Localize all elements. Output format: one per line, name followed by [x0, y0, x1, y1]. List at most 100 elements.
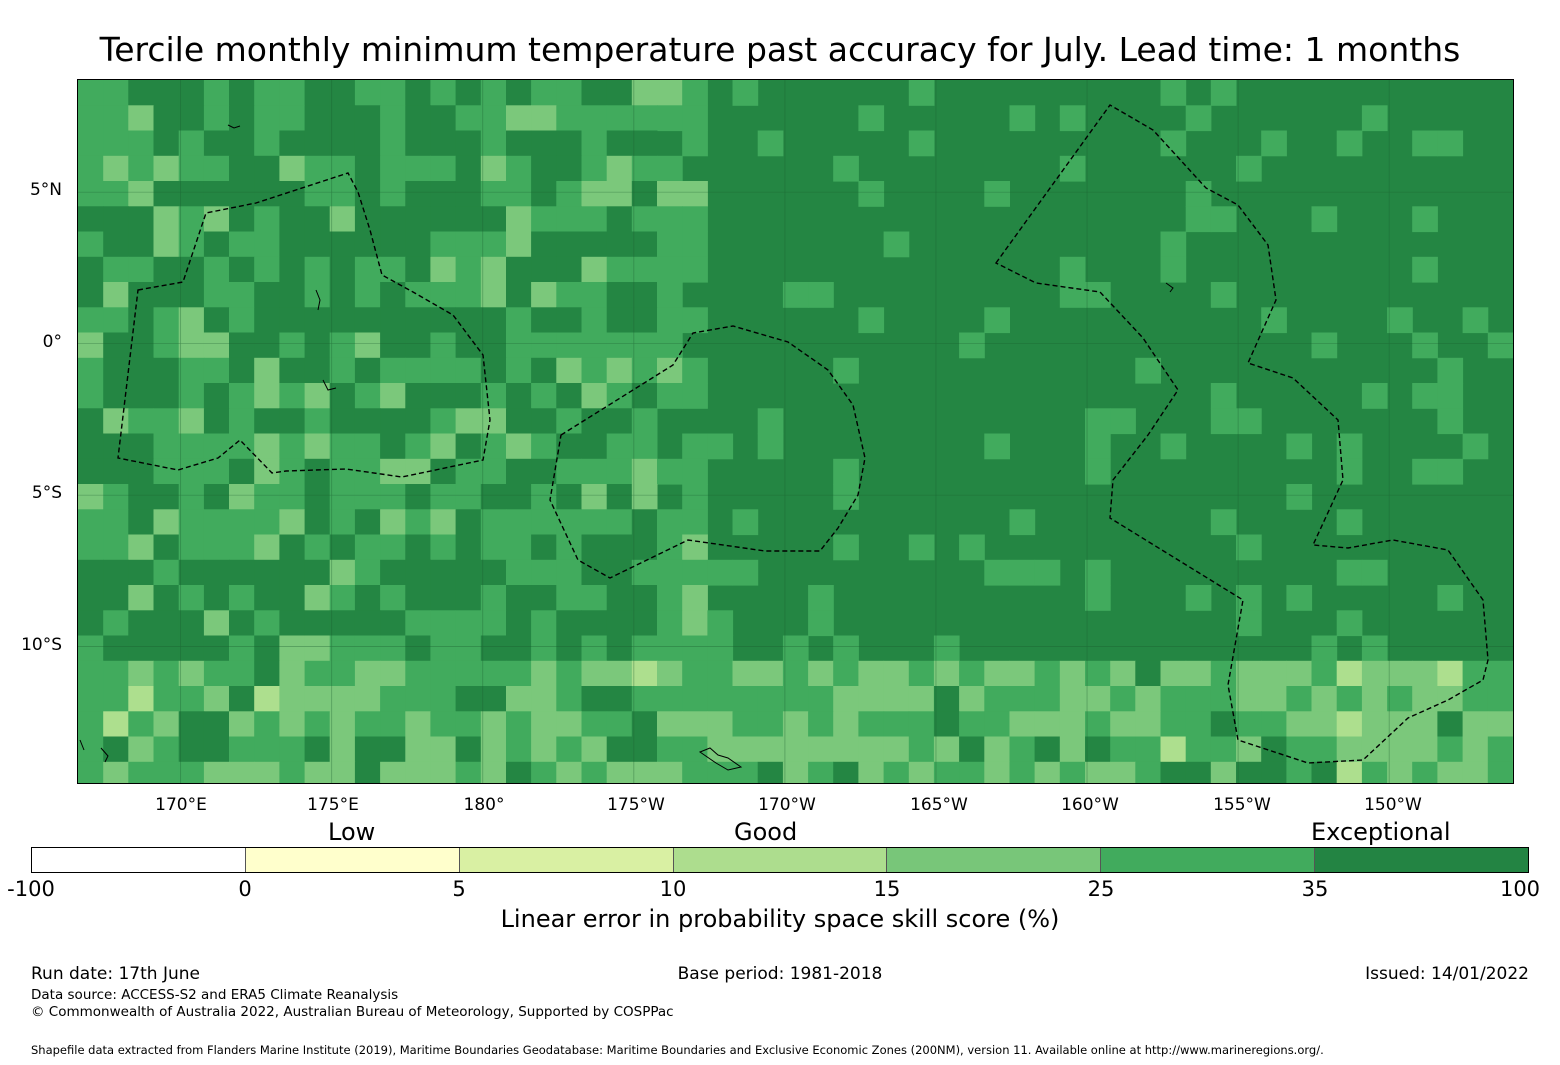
skill-cell — [1085, 711, 1111, 738]
graticule — [78, 80, 1513, 783]
skill-cell — [682, 761, 708, 783]
skill-cell — [1034, 761, 1061, 783]
skill-cell — [178, 408, 205, 435]
skill-cell — [380, 332, 406, 359]
skill-cell — [480, 610, 507, 637]
copyright: © Commonwealth of Australia 2022, Austra… — [31, 1004, 674, 1020]
skill-cell — [631, 686, 658, 712]
skill-cell — [203, 332, 230, 359]
skill-cell — [1059, 761, 1086, 783]
skill-cell — [1311, 711, 1338, 738]
skill-cell — [707, 761, 734, 783]
skill-cell — [405, 509, 431, 536]
skill-cell — [1135, 761, 1161, 783]
skill-cell — [581, 105, 608, 132]
skill-cell — [354, 408, 381, 435]
skill-cell — [354, 206, 381, 233]
skill-cell — [304, 105, 331, 132]
skill-cell — [203, 181, 230, 207]
skill-cell — [178, 509, 205, 536]
skill-cell — [858, 660, 885, 687]
skill-cell — [707, 610, 734, 637]
skill-cell — [203, 585, 230, 611]
skill-cell — [480, 736, 507, 763]
skill-cell — [782, 660, 809, 687]
skill-cell — [1487, 332, 1513, 359]
skill-cell — [405, 282, 431, 308]
skill-cell — [581, 231, 608, 258]
skill-cell — [1236, 534, 1262, 561]
skill-cell — [657, 181, 683, 207]
skill-cell — [304, 181, 331, 207]
skill-cell — [556, 660, 582, 687]
skill-cell — [581, 357, 608, 384]
skill-cell — [556, 282, 582, 308]
skill-cell — [531, 433, 557, 460]
skill-cell — [329, 534, 356, 561]
skill-cell — [682, 307, 708, 334]
skill-cell — [405, 383, 431, 409]
skill-cell — [103, 307, 129, 334]
skill-cell — [78, 610, 104, 637]
skill-cell — [657, 534, 683, 561]
skill-cell — [203, 610, 230, 637]
skill-cell — [506, 711, 532, 738]
skill-cell — [581, 585, 608, 611]
skill-cell — [153, 585, 180, 611]
skill-cell — [329, 761, 356, 783]
skill-cell — [279, 231, 306, 258]
skill-cell — [153, 408, 180, 435]
skill-cell — [430, 231, 457, 258]
skill-cell — [657, 761, 683, 783]
skill-cell — [229, 80, 255, 106]
skill-cell — [1336, 559, 1363, 586]
skill-cell — [1085, 282, 1111, 308]
skill-cell — [858, 105, 885, 132]
skill-cell — [631, 307, 658, 334]
skill-cell — [430, 660, 457, 687]
skill-cell — [531, 686, 557, 712]
shapefile-credit: Shapefile data extracted from Flanders M… — [31, 1043, 1324, 1057]
skill-cell — [1085, 408, 1111, 435]
skill-cell — [329, 458, 356, 485]
skill-cell — [480, 256, 507, 283]
skill-cell — [254, 433, 280, 460]
skill-cell — [556, 155, 582, 182]
skill-cell — [732, 559, 759, 586]
skill-cell — [380, 736, 406, 763]
skill-cell — [581, 206, 608, 233]
skill-cell — [1387, 660, 1413, 687]
skill-cell — [279, 130, 306, 157]
skill-cell — [1462, 686, 1489, 712]
skill-cell — [178, 130, 205, 157]
skill-cell — [1387, 686, 1413, 712]
skill-cell — [354, 383, 381, 409]
skill-cell — [1160, 711, 1187, 738]
skill-cell — [556, 231, 582, 258]
skill-cell — [128, 686, 154, 712]
skill-cell — [78, 206, 104, 233]
skill-cell — [229, 282, 255, 308]
skill-cell — [732, 736, 759, 763]
skill-cell — [178, 307, 205, 334]
skill-cell — [506, 509, 532, 536]
skill-cell — [908, 534, 935, 561]
skill-cell — [657, 660, 683, 687]
colorbar-segment — [32, 848, 246, 872]
skill-cell — [908, 711, 935, 738]
skill-cell — [455, 610, 482, 637]
skill-cell — [1412, 206, 1438, 233]
skill-cell — [279, 585, 306, 611]
skill-cell — [581, 610, 608, 637]
skill-cell — [1210, 736, 1237, 763]
skill-cell — [581, 80, 608, 106]
skill-cell — [78, 357, 104, 384]
lon-label: 175°E — [307, 795, 359, 815]
skill-cell — [506, 660, 532, 687]
skill-cell — [304, 660, 331, 687]
skill-cell — [506, 181, 532, 207]
skill-cell — [1311, 332, 1338, 359]
skill-cell — [959, 686, 985, 712]
skill-cell — [782, 711, 809, 738]
skill-cell — [1487, 711, 1513, 738]
